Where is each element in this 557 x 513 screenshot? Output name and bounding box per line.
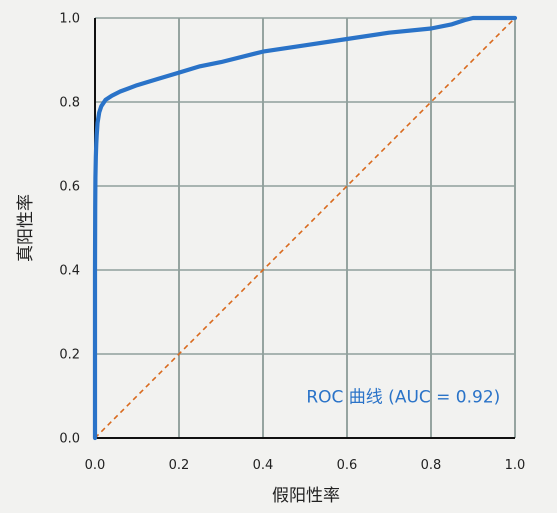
tick-labels: 0.0 0.2 0.4 0.6 0.8 1.0 0.0 0.2 0.4 0.6 0.8 1.0 bbox=[59, 12, 525, 474]
auc-annotation: ROC 曲线 (AUC = 0.92) bbox=[306, 387, 500, 407]
y-tick-label-3: 0.6 bbox=[59, 180, 80, 195]
y-tick-label-1: 0.2 bbox=[59, 348, 80, 363]
roc-curve-line bbox=[92, 15, 518, 441]
x-axis-title: 假阳性率 bbox=[272, 486, 340, 506]
x-tick-label-2: 0.4 bbox=[253, 458, 274, 473]
x-tick-label-3: 0.6 bbox=[337, 458, 358, 473]
x-tick-label-5: 1.0 bbox=[505, 458, 526, 473]
x-tick-label-0: 0.0 bbox=[85, 458, 106, 473]
y-tick-label-5: 1.0 bbox=[59, 12, 80, 27]
roc-curve-layer bbox=[92, 15, 518, 441]
y-tick-label-0: 0.0 bbox=[59, 432, 80, 447]
y-tick-label-2: 0.4 bbox=[59, 264, 80, 279]
x-tick-label-4: 0.8 bbox=[421, 458, 442, 473]
y-tick-label-4: 0.8 bbox=[59, 96, 80, 111]
x-tick-label-1: 0.2 bbox=[169, 458, 190, 473]
y-axis-title: 真阳性率 bbox=[16, 194, 36, 262]
grid bbox=[94, 17, 516, 439]
